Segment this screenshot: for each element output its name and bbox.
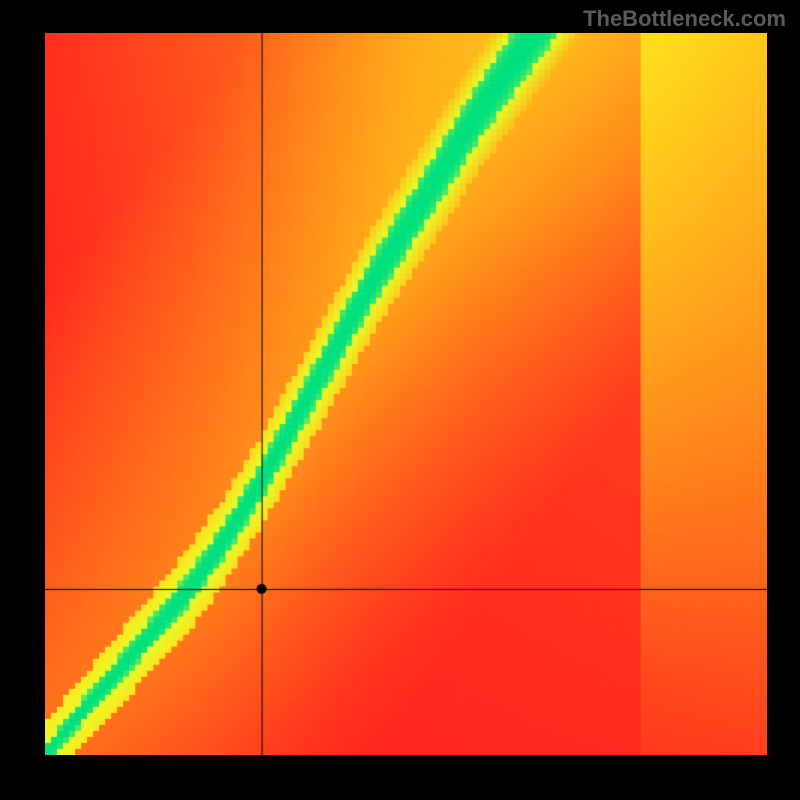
watermark-label: TheBottleneck.com <box>583 6 786 32</box>
heatmap-chart <box>45 33 767 755</box>
